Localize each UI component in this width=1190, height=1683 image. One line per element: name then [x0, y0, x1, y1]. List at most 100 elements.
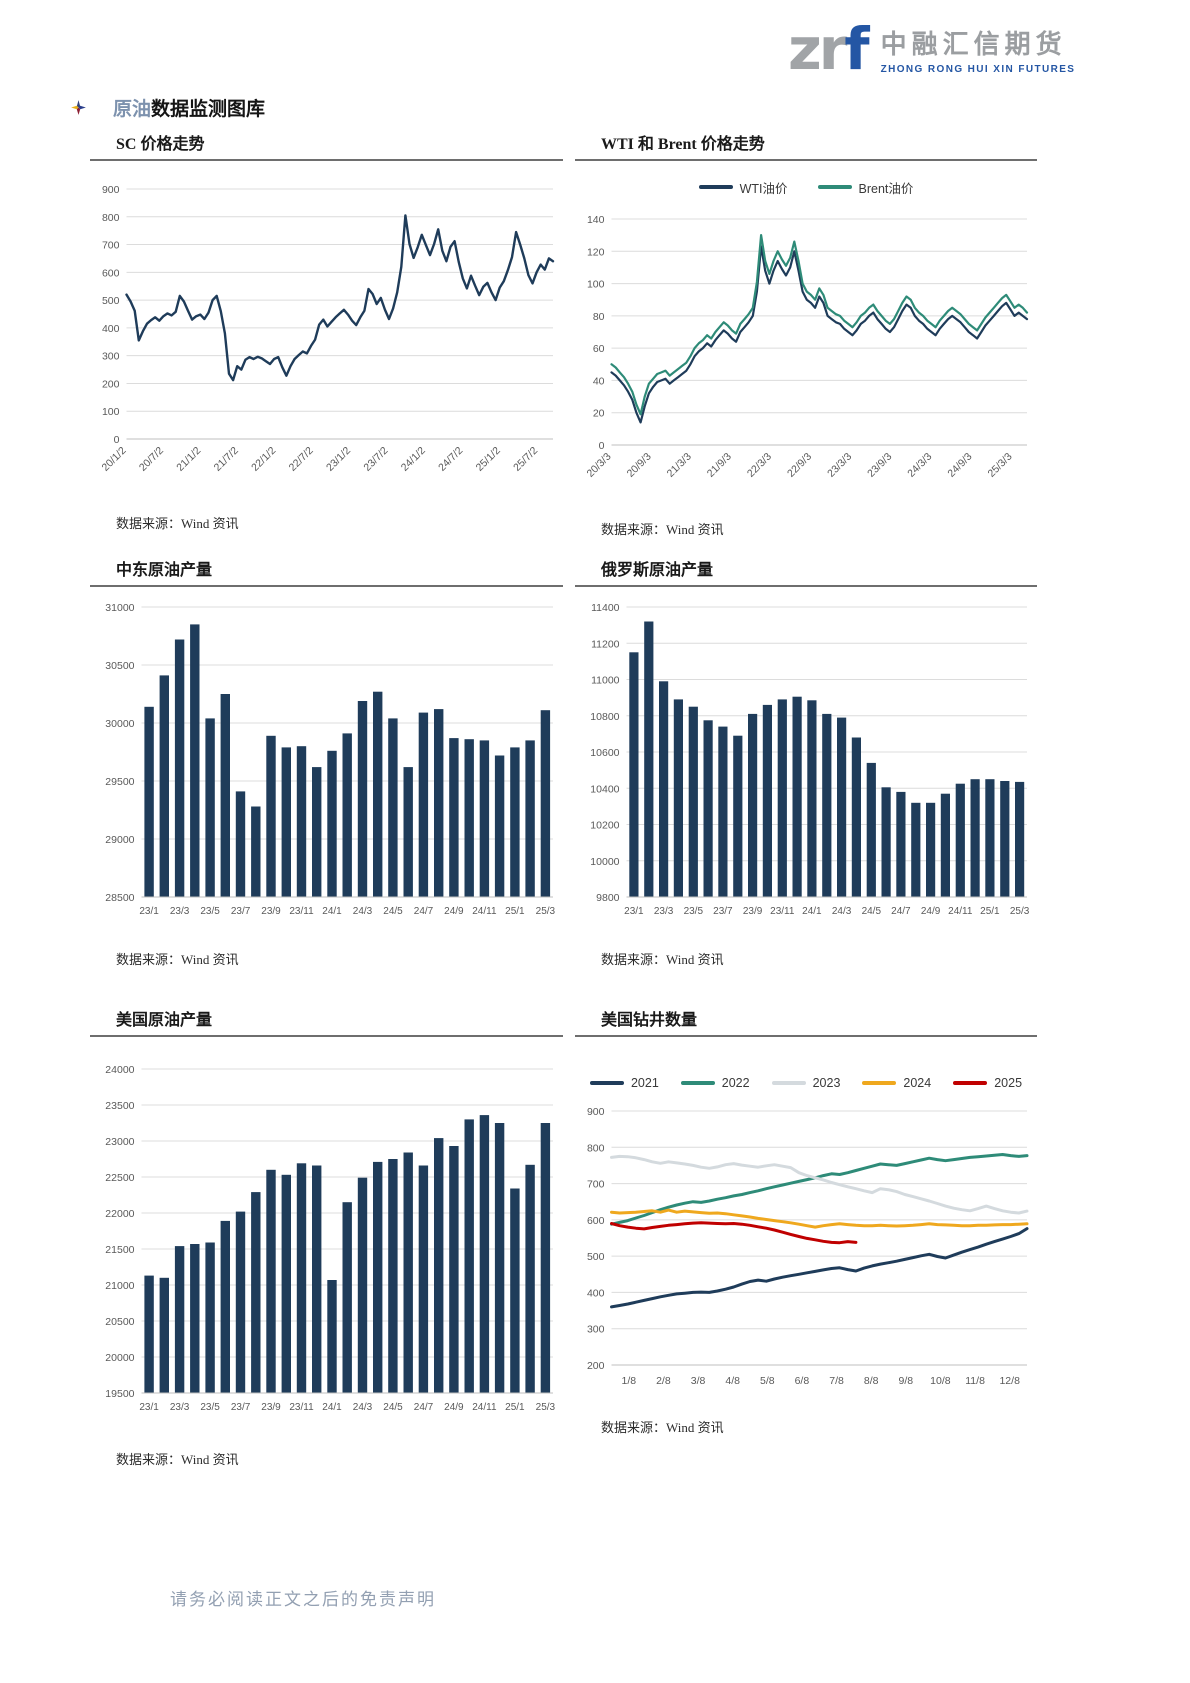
svg-text:100: 100	[587, 279, 605, 291]
svg-text:23/7: 23/7	[231, 906, 251, 917]
page-title-row: 原油数据监测图库	[70, 94, 265, 121]
svg-text:28500: 28500	[105, 892, 134, 904]
svg-text:25/1: 25/1	[505, 906, 525, 917]
svg-text:24/11: 24/11	[472, 906, 497, 917]
svg-text:24000: 24000	[105, 1064, 134, 1076]
svg-text:600: 600	[102, 267, 120, 279]
mideast-production-chart: 28500 29000 29500 30000 30500 31000 23/1 23/3 23…	[105, 602, 556, 917]
svg-text:21/1/2: 21/1/2	[174, 445, 203, 474]
svg-text:24/9: 24/9	[921, 906, 941, 917]
svg-text:24/3: 24/3	[353, 1402, 373, 1413]
svg-text:200: 200	[102, 378, 120, 390]
wti-brent-chart: 0 20 40 60 80 100 120 140 20/3/3 20/9/3 21/3/3 21/9…	[584, 214, 1029, 480]
svg-text:24/7: 24/7	[891, 906, 911, 917]
chart-title: 俄罗斯原油产量	[601, 562, 714, 579]
svg-text:24/5: 24/5	[383, 1402, 403, 1413]
footer-disclaimer: 请务必阅读正文之后的免责声明	[170, 1590, 436, 1609]
svg-text:10000: 10000	[590, 856, 619, 868]
svg-text:11/8: 11/8	[965, 1375, 985, 1387]
legend-swatch	[698, 185, 733, 189]
svg-text:25/3: 25/3	[536, 906, 556, 917]
svg-text:22/7/2: 22/7/2	[287, 445, 316, 474]
svg-text:7/8: 7/8	[829, 1375, 844, 1387]
legend-item-Brent油价: Brent油价	[817, 178, 914, 197]
svg-text:23/3: 23/3	[170, 1402, 190, 1413]
chart-section-russia-production: 俄罗斯原油产量 9800 10000 10200 10400 10600 10800 110…	[575, 556, 1037, 968]
svg-text:21/3/3: 21/3/3	[665, 451, 694, 480]
page-title-highlight: 原油	[113, 99, 152, 120]
svg-text:24/1: 24/1	[322, 906, 342, 917]
legend-swatch	[589, 1081, 624, 1085]
svg-text:25/3/3: 25/3/3	[985, 451, 1014, 480]
logo-zr-letters: zr	[788, 15, 847, 83]
svg-text:23/3: 23/3	[654, 906, 674, 917]
svg-text:20500: 20500	[105, 1316, 134, 1328]
svg-text:500: 500	[102, 295, 120, 307]
svg-text:1/8: 1/8	[621, 1375, 636, 1387]
svg-text:0: 0	[599, 440, 605, 452]
svg-text:800: 800	[102, 212, 120, 224]
svg-text:23/5: 23/5	[684, 906, 704, 917]
svg-text:23/7: 23/7	[713, 906, 733, 917]
star-bullet-icon	[71, 100, 86, 115]
svg-text:6/8: 6/8	[795, 1375, 810, 1387]
svg-text:9800: 9800	[596, 892, 620, 904]
legend-label: 2024	[903, 1076, 932, 1090]
legend-swatch	[817, 185, 852, 189]
svg-text:4/8: 4/8	[725, 1375, 740, 1387]
svg-text:29000: 29000	[105, 834, 134, 846]
svg-text:700: 700	[102, 240, 120, 252]
svg-text:11400: 11400	[591, 602, 620, 614]
svg-text:21000: 21000	[105, 1280, 134, 1292]
svg-text:23/3/3: 23/3/3	[825, 451, 854, 480]
legend-label: 2023	[812, 1076, 841, 1090]
page-title-rest: 数据监测图库	[151, 99, 266, 120]
logo-zrf-mark: zrf	[788, 20, 870, 78]
svg-text:31000: 31000	[105, 602, 134, 614]
svg-text:10800: 10800	[590, 711, 619, 723]
svg-text:0: 0	[114, 434, 120, 446]
svg-text:21/9/3: 21/9/3	[705, 451, 734, 480]
svg-text:23/1: 23/1	[139, 1402, 159, 1413]
legend-label: WTI油价	[739, 181, 788, 196]
svg-text:500: 500	[587, 1251, 605, 1263]
svg-text:400: 400	[587, 1287, 605, 1299]
svg-text:20/9/3: 20/9/3	[625, 451, 654, 480]
legend-swatch	[771, 1081, 806, 1085]
legend-swatch	[953, 1081, 988, 1085]
chart-title: SC 价格走势	[116, 136, 205, 153]
svg-text:20/1/2: 20/1/2	[99, 445, 128, 474]
svg-text:24/3: 24/3	[353, 906, 373, 917]
data-source-label: 数据来源：Wind 资讯	[601, 952, 724, 967]
svg-text:30500: 30500	[105, 660, 134, 672]
svg-text:800: 800	[587, 1142, 605, 1154]
svg-text:25/3: 25/3	[1010, 906, 1030, 917]
svg-text:300: 300	[587, 1324, 605, 1336]
company-logo: zrf 中融汇信期货 ZHONG RONG HUI XIN FUTURES	[788, 20, 1075, 78]
svg-text:100: 100	[102, 406, 120, 418]
svg-text:200: 200	[587, 1360, 605, 1372]
chart-legend: 2021 2022 2023 2024 2025	[575, 1071, 1037, 1095]
title-divider	[90, 1035, 563, 1037]
svg-text:30000: 30000	[105, 718, 134, 730]
svg-text:400: 400	[102, 323, 120, 335]
us-production-chart: 19500 20000 20500 21000 21500 22000 22500 23000…	[105, 1064, 555, 1413]
svg-text:23/5: 23/5	[200, 906, 220, 917]
svg-text:24/5: 24/5	[862, 906, 882, 917]
legend-swatch	[680, 1081, 715, 1085]
logo-f-letter: f	[844, 15, 869, 83]
svg-text:20: 20	[593, 408, 605, 420]
russia-production-chart: 9800 10000 10200 10400 10600 10800 11000 11200 1…	[590, 602, 1030, 917]
svg-text:10/8: 10/8	[930, 1375, 951, 1387]
svg-text:25/7/2: 25/7/2	[511, 445, 540, 474]
svg-text:23/9: 23/9	[261, 1402, 281, 1413]
svg-text:24/11: 24/11	[472, 1402, 497, 1413]
svg-text:24/5: 24/5	[383, 906, 403, 917]
data-source-label: 数据来源：Wind 资讯	[601, 522, 724, 537]
legend-label: 2022	[721, 1076, 750, 1090]
chart-title: 美国原油产量	[116, 1012, 213, 1029]
svg-text:11000: 11000	[591, 675, 620, 687]
title-divider	[575, 1035, 1037, 1037]
legend-label: Brent油价	[858, 181, 914, 196]
svg-text:21/7/2: 21/7/2	[212, 445, 241, 474]
